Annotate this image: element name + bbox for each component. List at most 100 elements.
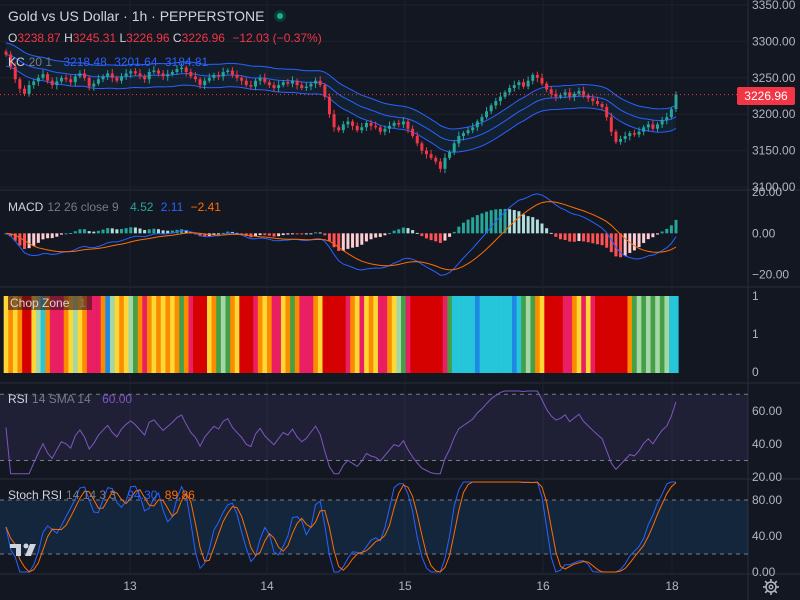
candle-body	[55, 81, 59, 86]
tradingview-logo-icon[interactable]	[8, 538, 42, 562]
candle-body	[669, 109, 673, 118]
chop-zone-bar	[479, 296, 485, 373]
candle-body	[327, 96, 331, 115]
high-label: H	[64, 31, 73, 45]
candle-body	[646, 124, 650, 128]
macd-name: MACD	[8, 200, 44, 214]
chop-zone-bar	[516, 296, 522, 373]
chop-zone-bar	[336, 296, 342, 373]
macd-histogram-bar	[388, 233, 392, 235]
price-axis-tick: 3250.00	[752, 71, 796, 85]
rsi-params: 14 SMA 14	[32, 392, 91, 406]
settings-gear-icon[interactable]	[762, 578, 780, 596]
rsi-line	[5, 390, 677, 475]
chop-zone-bar	[373, 296, 379, 373]
chop-zone-bar	[142, 296, 148, 373]
symbol-title[interactable]: Gold vs US Dollar · 1h · PEPPERSTONE	[8, 8, 287, 24]
chop-zone-bar	[585, 296, 591, 373]
candle-body	[498, 96, 502, 102]
macd-histogram-bar	[415, 232, 419, 234]
chop-zone-bar	[669, 296, 674, 373]
stoch-legend[interactable]: Stoch RSI 14 14 3 3 94.30 89.86	[8, 488, 195, 502]
chop-zone-bar	[123, 296, 129, 373]
macd-histogram-bar	[50, 233, 54, 239]
macd-histogram-bar	[429, 233, 433, 241]
chop-zone-bar	[114, 296, 120, 373]
candle-body	[272, 85, 276, 88]
macd-histogram-bar	[355, 233, 359, 247]
rsi-name: RSI	[8, 392, 29, 406]
macd-histogram-bar	[263, 233, 267, 236]
macd-histogram-bar	[18, 233, 22, 246]
macd-histogram-bar	[572, 233, 576, 242]
rsi-legend[interactable]: RSI 14 SMA 14 60.00	[8, 392, 132, 406]
chop-zone-bar	[257, 296, 263, 373]
candle-body	[59, 77, 63, 82]
chop-zone-bar	[170, 296, 175, 373]
macd-histogram-bar	[448, 233, 452, 237]
candle-body	[656, 124, 660, 129]
chop-zone-bar	[511, 296, 517, 373]
macd-histogram-bar	[286, 233, 290, 235]
rsi-axis-tick: 20.00	[752, 470, 782, 484]
chop-zone-bar	[410, 296, 416, 373]
candle-body	[314, 80, 318, 84]
macd-histogram-bar	[318, 232, 322, 234]
macd-histogram-bar	[466, 219, 470, 234]
macd-histogram-bar	[461, 222, 465, 234]
macd-histogram-bar	[106, 228, 110, 234]
chop-zone-bar	[211, 296, 217, 373]
kc-lower-line	[5, 65, 677, 153]
macd-histogram-bar	[374, 233, 378, 238]
candle-body	[207, 77, 211, 81]
stoch-k-line	[5, 481, 676, 573]
candle-body	[591, 98, 595, 102]
candle-body	[401, 121, 405, 125]
candle-body	[286, 82, 290, 84]
stoch-params: 14 14 3 3	[66, 488, 117, 502]
macd-histogram-bar	[383, 233, 387, 236]
candle-body	[184, 67, 188, 72]
macd-histogram-bar	[522, 214, 526, 234]
macd-histogram-bar	[632, 233, 636, 251]
candle-body	[406, 121, 410, 129]
chop-zone-bar	[622, 296, 628, 373]
candle-body	[143, 76, 147, 80]
chop-zone-bar	[673, 296, 679, 373]
macd-histogram-bar	[392, 230, 396, 234]
kc-legend[interactable]: KC 20 1 3218.48 3201.64 3184.81	[8, 55, 208, 69]
macd-histogram-bar	[323, 233, 327, 236]
chop-zone-bar	[36, 296, 41, 373]
open-value: 3238.87	[17, 31, 61, 45]
chop-legend[interactable]: Chop Zone 1	[8, 296, 93, 310]
chop-zone-bar	[12, 296, 18, 373]
candle-body	[175, 69, 179, 72]
chop-axis-tick: 1	[752, 327, 759, 341]
candle-body	[27, 85, 31, 94]
candle-body	[554, 93, 558, 97]
chop-zone-bar	[581, 296, 587, 373]
macd-histogram-bar	[41, 233, 45, 240]
macd-histogram-bar	[485, 211, 489, 234]
macd-histogram-bar	[78, 229, 82, 234]
chop-zone-bar	[364, 296, 370, 373]
change-value: −12.03 (−0.37%)	[232, 31, 322, 45]
macd-legend[interactable]: MACD 12 26 close 9 4.52 2.11 −2.41	[8, 200, 221, 214]
symbol-title-text: Gold vs US Dollar · 1h · PEPPERSTONE	[8, 8, 265, 24]
candle-body	[138, 73, 142, 77]
macd-histogram-bar	[351, 233, 355, 248]
macd-signal-line	[5, 201, 677, 271]
chop-zone-bar	[382, 296, 388, 373]
chop-zone-bar	[627, 296, 633, 373]
chop-zone-bar	[22, 296, 28, 373]
price-axis-tick: 3300.00	[752, 34, 796, 48]
macd-histogram-bar	[545, 228, 549, 234]
macd-histogram-bar	[582, 233, 586, 242]
candle-body	[471, 127, 475, 131]
chop-zone-bar	[276, 296, 282, 373]
macd-histogram-bar	[623, 233, 627, 256]
chop-zone-bar	[40, 296, 46, 373]
chop-zone-bar	[230, 296, 236, 373]
chop-zone-bar	[91, 296, 97, 373]
